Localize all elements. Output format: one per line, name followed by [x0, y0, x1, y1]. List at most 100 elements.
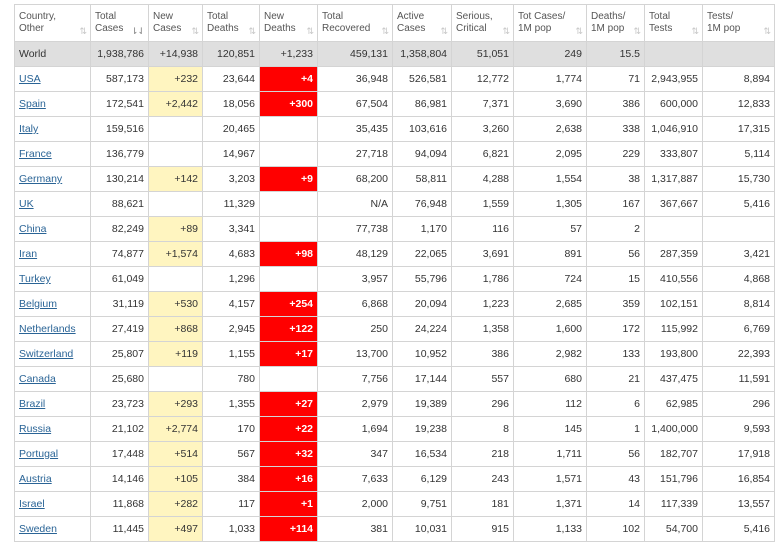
sort-icon[interactable]: ⇅: [633, 26, 640, 36]
country-link[interactable]: Canada: [19, 373, 56, 385]
sort-icon[interactable]: ⇅: [691, 26, 698, 36]
total-recovered-cell: 7,633: [317, 466, 393, 492]
country-link[interactable]: Brazil: [19, 398, 46, 410]
sort-icon[interactable]: ⇅: [79, 26, 86, 36]
country-link[interactable]: France: [19, 148, 52, 160]
tests-per-m-cell: 11,591: [702, 366, 775, 392]
sort-icon[interactable]: ⇅: [381, 26, 388, 36]
serious-critical-header[interactable]: Serious, Critical ⇅: [451, 4, 514, 42]
table-row: Sweden 11,445 +497 1,033 +114 381 10,031 915 1,1…: [14, 516, 775, 542]
total-cases-header[interactable]: Total Cases ⇂⇃: [90, 4, 149, 42]
country-link[interactable]: Spain: [19, 98, 46, 110]
serious-cell: 7,371: [451, 91, 514, 117]
table-body: World 1,938,786 +14,938 120,851 +1,233 459,13…: [14, 41, 775, 542]
header-label-line2: Deaths: [207, 23, 239, 34]
new-deaths-cell: +114: [259, 516, 318, 542]
total-recovered-cell: 2,000: [317, 491, 393, 517]
new-deaths-cell: [259, 116, 318, 142]
total-cases-cell: 136,779: [90, 141, 149, 167]
country-link[interactable]: Italy: [19, 123, 39, 135]
country-link[interactable]: Israel: [19, 498, 45, 510]
header-label-line2: Recovered: [322, 23, 371, 34]
total-cases-cell: 130,214: [90, 166, 149, 192]
tests-per-m-cell: 13,557: [702, 491, 775, 517]
sort-icon[interactable]: ⇅: [502, 26, 509, 36]
total-cases-cell: 82,249: [90, 216, 149, 242]
country-link[interactable]: Austria: [19, 473, 52, 485]
header-label-line2: Critical: [456, 23, 487, 34]
total-cases-cell: 31,119: [90, 291, 149, 317]
total-cases-cell: 587,173: [90, 66, 149, 92]
cases-per-million-header[interactable]: Tot Cases/1M pop ⇅: [513, 4, 587, 42]
country-link[interactable]: Iran: [19, 248, 38, 260]
country-link[interactable]: Russia: [19, 423, 52, 435]
header-label-line2: Other: [19, 23, 45, 34]
serious-cell: 218: [451, 441, 514, 467]
sort-icon[interactable]: ⇅: [191, 26, 198, 36]
deaths-per-m-cell: 56: [586, 441, 645, 467]
total-cases-cell: 74,877: [90, 241, 149, 267]
country-link[interactable]: Portugal: [19, 448, 59, 460]
sort-icon[interactable]: ⇅: [440, 26, 447, 36]
new-cases-header[interactable]: New Cases ⇅: [148, 4, 203, 42]
header-label-line1: Total: [207, 11, 229, 22]
country-cell: Iran: [14, 241, 91, 267]
country-link[interactable]: USA: [19, 73, 41, 85]
serious-cell: 8: [451, 416, 514, 442]
header-label-line2: Cases: [95, 23, 124, 34]
total-recovered-cell: 68,200: [317, 166, 393, 192]
new-cases-cell: +2,774: [148, 416, 203, 442]
sort-desc-icon[interactable]: ⇂⇃: [130, 26, 145, 36]
total-deaths-header[interactable]: Total Deaths ⇅: [202, 4, 260, 42]
serious-cell: 296: [451, 391, 514, 417]
deaths-per-m-cell: 14: [586, 491, 645, 517]
new-deaths-header[interactable]: New Deaths ⇅: [259, 4, 318, 42]
total-deaths-cell: 3,203: [202, 166, 260, 192]
table-row: Brazil 23,723 +293 1,355 +27 2,979 19,389 296 11…: [14, 391, 775, 417]
deaths-per-m-cell: 359: [586, 291, 645, 317]
total-recovered-cell: 347: [317, 441, 393, 467]
sort-icon[interactable]: ⇅: [763, 26, 770, 36]
header-label-line1: Total: [95, 11, 117, 22]
cases-per-m-cell: 1,133: [513, 516, 587, 542]
deaths-per-m-cell: 21: [586, 366, 645, 392]
country-link[interactable]: Belgium: [19, 298, 57, 310]
total-tests-cell: 193,800: [644, 341, 703, 367]
sort-icon[interactable]: ⇅: [575, 26, 582, 36]
country-link[interactable]: Turkey: [19, 273, 51, 285]
total-tests-cell: 151,796: [644, 466, 703, 492]
total-deaths-cell: 567: [202, 441, 260, 467]
active-cases-cell: 526,581: [392, 66, 452, 92]
tests-per-m-cell: 17,315: [702, 116, 775, 142]
country-link[interactable]: Sweden: [19, 523, 57, 535]
header-label-line1: Tot Cases/: [518, 11, 566, 22]
tests-per-m-cell: [702, 216, 775, 242]
total-deaths-cell: 1,355: [202, 391, 260, 417]
new-deaths-cell: +27: [259, 391, 318, 417]
country-link[interactable]: UK: [19, 198, 34, 210]
country-link[interactable]: China: [19, 223, 47, 235]
table-row: Switzerland 25,807 +119 1,155 +17 13,700 10,95…: [14, 341, 775, 367]
total-tests-header[interactable]: Total Tests ⇅: [644, 4, 703, 42]
country-link[interactable]: Germany: [19, 173, 63, 185]
deaths-per-m-cell: 338: [586, 116, 645, 142]
country-link[interactable]: Netherlands: [19, 323, 76, 335]
header-label-line1: Total: [649, 11, 671, 22]
total-tests-cell: 437,475: [644, 366, 703, 392]
sort-icon[interactable]: ⇅: [248, 26, 255, 36]
sort-icon[interactable]: ⇅: [306, 26, 313, 36]
total-recovered-header[interactable]: Total Recovered ⇅: [317, 4, 393, 42]
total-deaths-cell: 23,644: [202, 66, 260, 92]
table-row: France 136,779 14,967 27,718 94,094 6,821 2,09…: [14, 141, 775, 167]
country-header[interactable]: Country, Other ⇅: [14, 4, 91, 42]
active-cases-header[interactable]: Active Cases ⇅: [392, 4, 452, 42]
deaths-per-million-header[interactable]: Deaths/1M pop ⇅: [586, 4, 645, 42]
tests-per-million-header[interactable]: Tests/1M pop ⇅: [702, 4, 775, 42]
new-cases-cell: [148, 191, 203, 217]
country-link[interactable]: Switzerland: [19, 348, 74, 360]
deaths-per-m-cell: 43: [586, 466, 645, 492]
country-cell: Netherlands: [14, 316, 91, 342]
tests-per-m-cell: 6,769: [702, 316, 775, 342]
header-label-line2: Tests: [649, 23, 673, 34]
active-cases-cell: 6,129: [392, 466, 452, 492]
